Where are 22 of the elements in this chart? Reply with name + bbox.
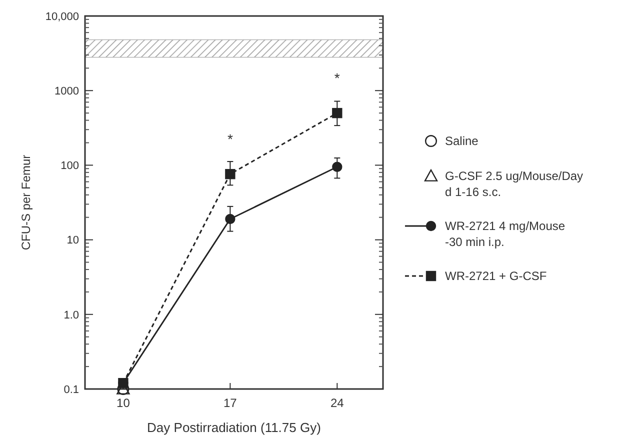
x-tick-label: 24 [330, 396, 344, 410]
x-axis-title: Day Postirradiation (11.75 Gy) [147, 420, 321, 435]
y-axis-title: CFU-S per Femur [19, 154, 33, 250]
y-tick-label: 10 [66, 234, 79, 247]
y-tick-label: 1.0 [64, 309, 79, 322]
legend-label: WR-2721 + G-CSF [445, 269, 547, 284]
annotation: * [227, 131, 234, 148]
legend-label: WR-2721 4 mg/Mouse -30 min i.p. [445, 219, 566, 249]
y-tick-label: 100 [60, 160, 79, 172]
point [225, 214, 236, 224]
point [332, 108, 342, 118]
x-tick-label: 17 [224, 396, 238, 410]
legend-label: G-CSF 2.5 ug/Mouse/Day d 1-16 s.c. [445, 169, 584, 199]
annotation: * [334, 70, 340, 86]
y-tick-label: 0.1 [64, 384, 79, 396]
y-tick-label: 1000 [54, 85, 79, 98]
x-tick-label: 10 [116, 396, 130, 410]
y-tick-label: 10,000 [45, 10, 79, 23]
legend-label: Saline [445, 134, 479, 148]
point [332, 162, 342, 172]
point [118, 378, 128, 388]
point [225, 168, 236, 180]
